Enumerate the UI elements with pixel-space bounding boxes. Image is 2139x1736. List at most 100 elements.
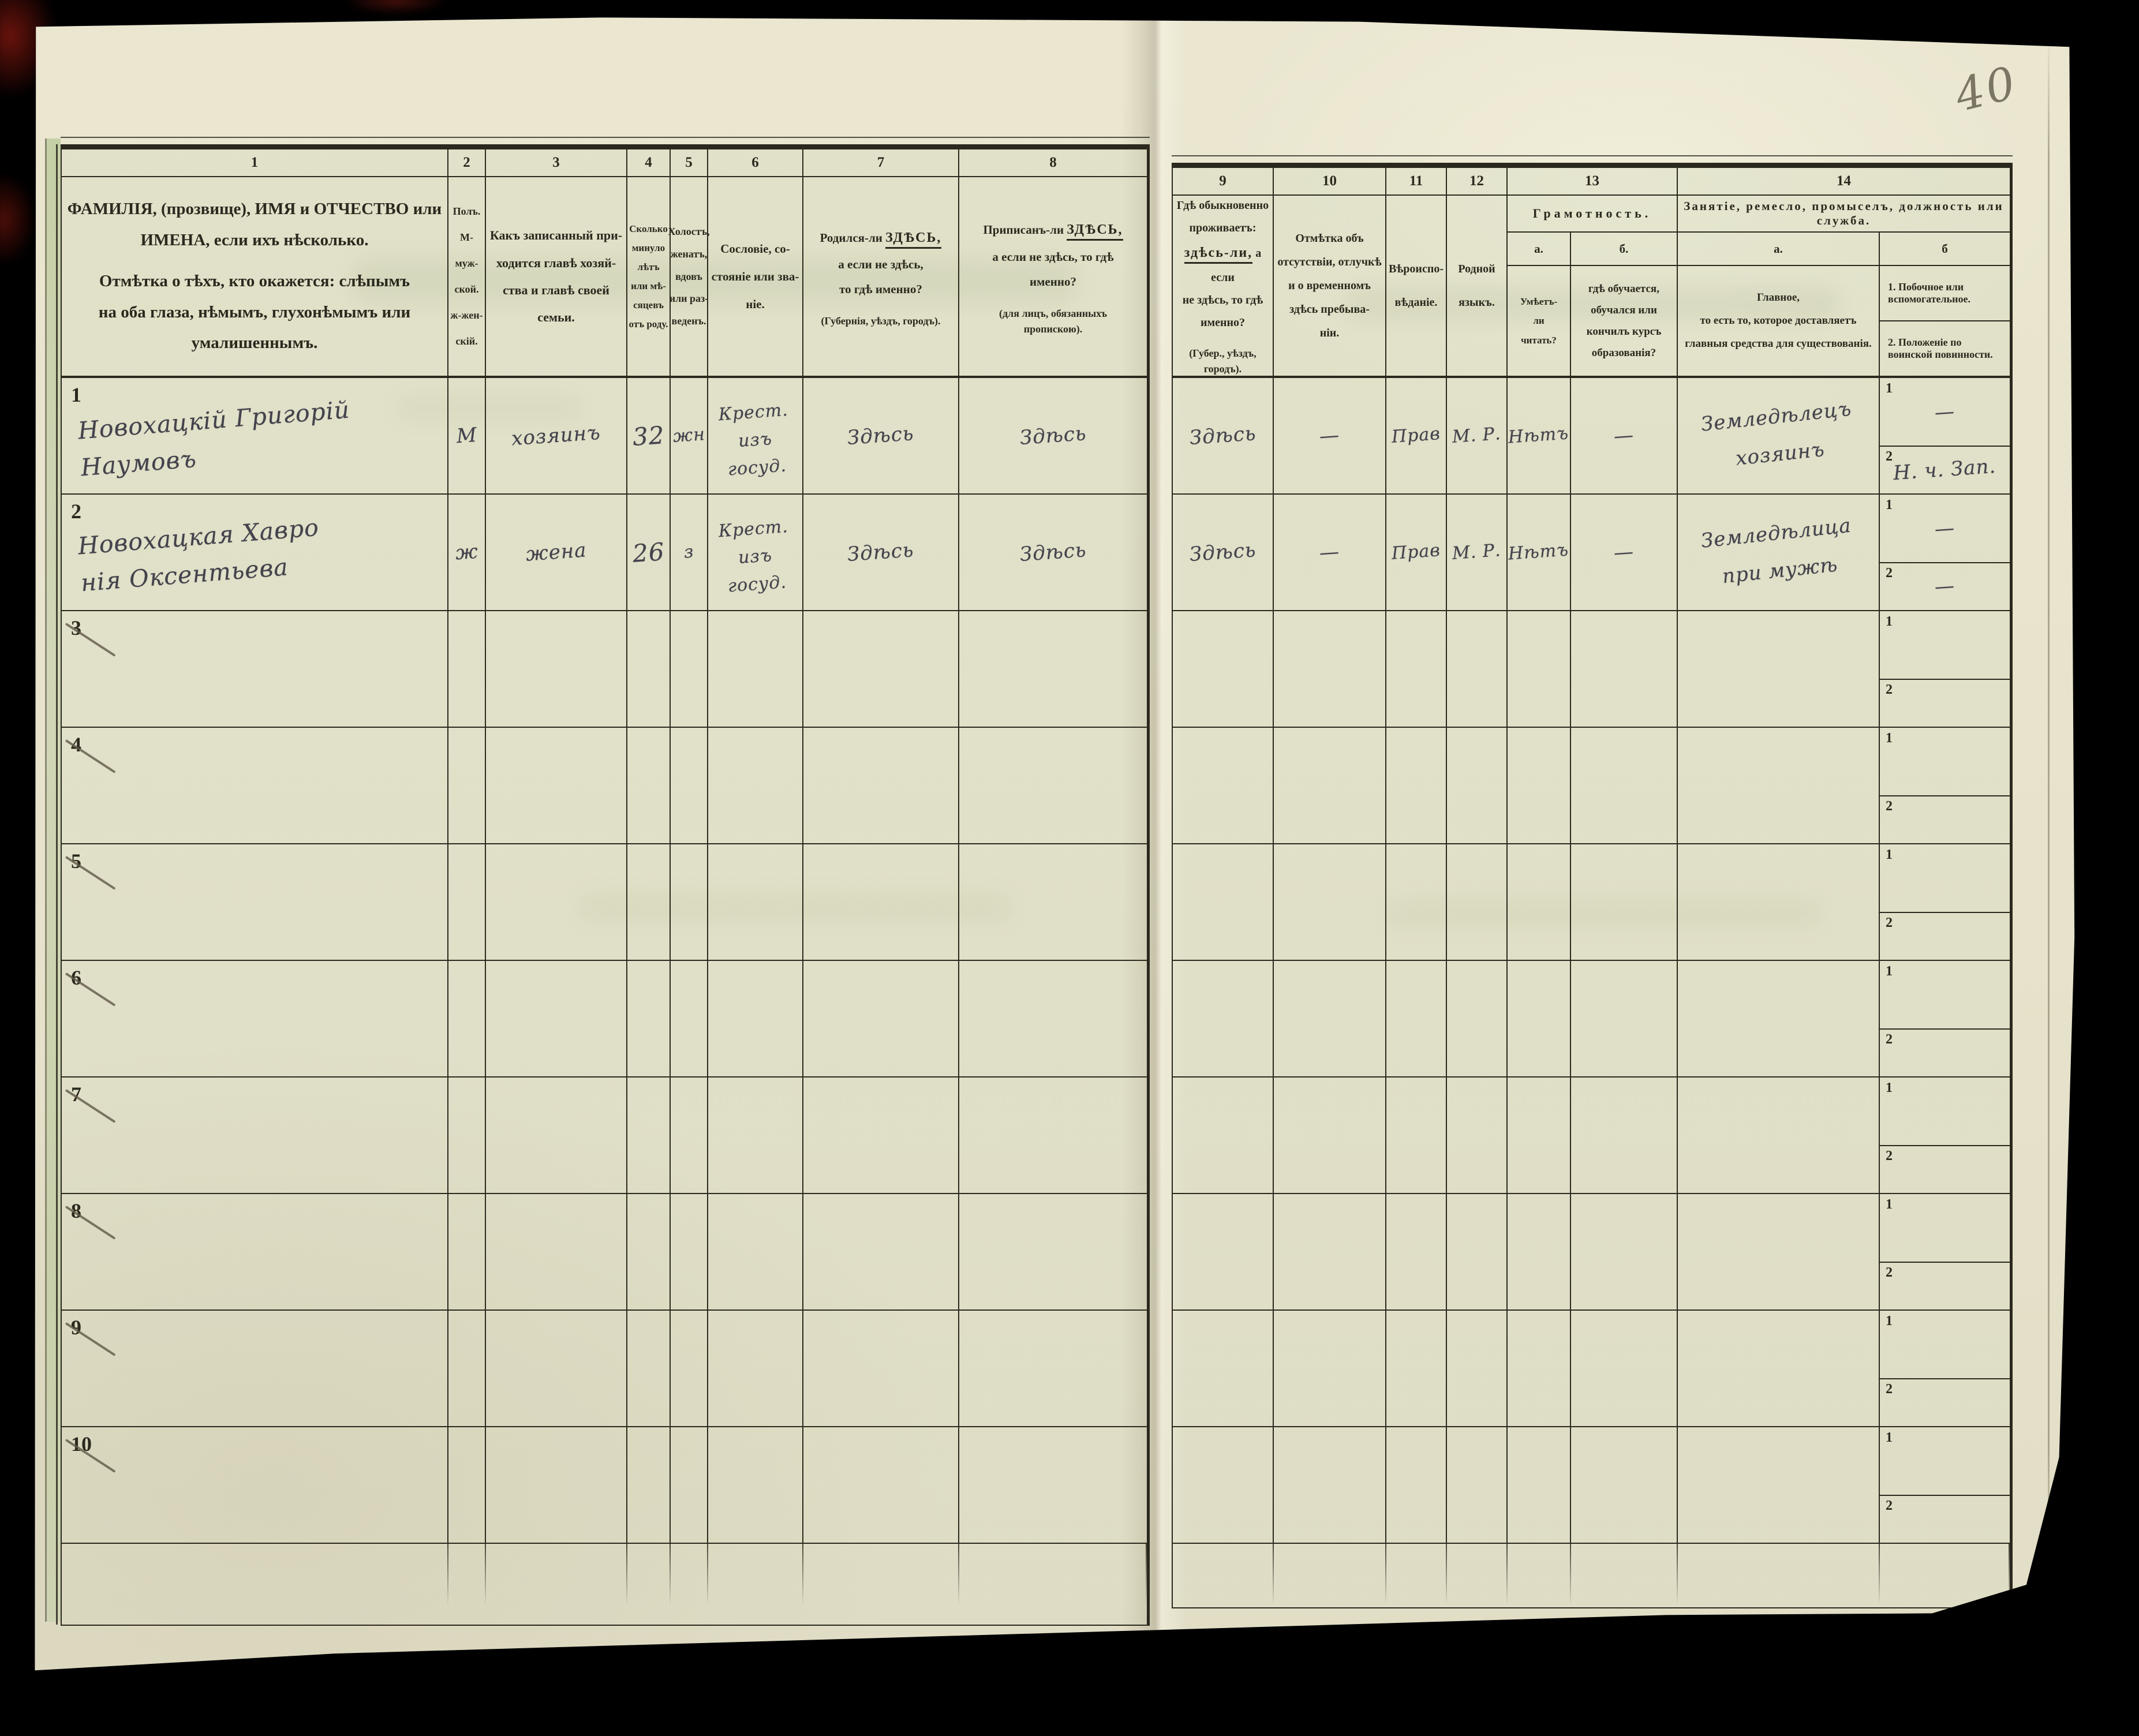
subcell-military: 2 Н. ч. Зап.: [1886, 449, 1997, 485]
col-number-13: 13: [1508, 168, 1678, 194]
col-number-6: 6: [708, 149, 803, 176]
underlined-zdes: ЗДѢСЬ,: [1067, 222, 1123, 241]
cell-absence: [1274, 611, 1386, 727]
label-14a: а.: [1678, 233, 1880, 265]
prev-page-edge: [45, 139, 61, 1622]
row-number: 2: [71, 500, 81, 523]
header-birthplace-note: (Губернія, уѣздъ, городъ).: [821, 315, 941, 327]
underlined-zdes-li: здѣсь-ли,: [1184, 245, 1253, 264]
header-occupation-title: Занятіе, ремесло, промыселъ, должность и…: [1678, 196, 2010, 233]
cell-literate: [1508, 1077, 1571, 1193]
subcell-military: 2: [1880, 1146, 2010, 1192]
cell-language: [1447, 1077, 1508, 1193]
cell-language: М. Р.: [1447, 495, 1508, 610]
cell-education: [1571, 611, 1678, 727]
subrow-label-1: 1: [1886, 731, 1893, 746]
table-row: 2 Новохацкая Хавро нія Оксентьева ж жена…: [62, 495, 1147, 611]
cell-religion: Прав: [1386, 495, 1447, 610]
cell-occupation-main: [1678, 1311, 1880, 1426]
subrow-label-1: 1: [1886, 1080, 1893, 1095]
cell-estate: [708, 961, 803, 1076]
header-registration-note: (для лицъ, обязанныхъ пропискою).: [999, 307, 1107, 335]
header-language: Родной языкъ.: [1447, 196, 1508, 376]
cell-estate: Крест. изъ госуд.: [708, 378, 803, 493]
cell-literate: [1508, 1311, 1571, 1426]
cell-language: [1447, 728, 1508, 843]
cell-religion: [1386, 961, 1447, 1076]
cell-relation: [486, 1194, 627, 1310]
cell-name: 6: [62, 961, 448, 1076]
cell-residence: Здѣсь: [1173, 378, 1274, 493]
cell-registration: [959, 961, 1147, 1076]
cell-absence: [1274, 961, 1386, 1076]
col-number-1: 1: [62, 149, 448, 176]
subrow-label-1: 1: [1886, 614, 1893, 629]
label-13b: б.: [1619, 241, 1629, 256]
cell-literate: [1508, 1427, 1571, 1543]
cell-birthplace: [803, 728, 959, 843]
cell-relation: [486, 844, 627, 960]
cell-name: 9: [62, 1311, 448, 1426]
subrow-label-1: 1: [1886, 1314, 1893, 1329]
header-name-line1: ФАМИЛІЯ, (прозвище), ИМЯ и ОТЧЕСТВО или …: [67, 199, 442, 249]
cell-absence: [1274, 844, 1386, 960]
cell-religion: [1386, 1311, 1447, 1426]
cell-age: [627, 611, 671, 727]
row-number: 8: [71, 1199, 81, 1222]
cell-language: [1447, 1194, 1508, 1310]
cell-name: 1 Новохацкій Григорій Наумовъ: [62, 378, 448, 493]
cell-religion: [1386, 728, 1447, 843]
cell-birthplace: Здѣсь: [803, 378, 959, 493]
cell-name: 4: [62, 728, 448, 843]
subcell-side-occupation: 1 —: [1880, 379, 2010, 447]
cell-birthplace: [803, 1077, 959, 1193]
cell-occupation-main: [1678, 1194, 1880, 1310]
cell-literate: [1508, 961, 1571, 1076]
header-age: Сколько минуло лѣтъ или мѣ- сяцевъ отъ р…: [627, 177, 671, 376]
subcell-military: 2: [1880, 1496, 2010, 1542]
cell-language: [1447, 844, 1508, 960]
cell-occupation-side-group: 1 2: [1880, 961, 2010, 1076]
cell-literate: [1508, 844, 1571, 960]
col-number-9: 9: [1173, 168, 1274, 194]
cell-registration: Здѣсь: [1019, 422, 1087, 450]
table-row: 1 Новохацкій Григорій Наумовъ М хозяинъ …: [62, 378, 1147, 495]
pencil-page-number: 40: [1950, 57, 2023, 122]
table-row: 1 2: [1173, 961, 2010, 1077]
header-occupation-group: Занятіе, ремесло, промыселъ, должность и…: [1678, 196, 2010, 376]
row-number: 9: [71, 1316, 81, 1339]
header-name-column: ФАМИЛІЯ, (прозвище), ИМЯ и ОТЧЕСТВО или …: [62, 177, 448, 376]
cell-absence: —: [1274, 495, 1386, 610]
cell-religion: Прав: [1386, 378, 1447, 493]
cell-marital: [671, 1427, 708, 1543]
subcell-side-occupation: 1: [1880, 728, 2010, 796]
subcell-military: 2 —: [1886, 566, 1956, 599]
cell-name: 8: [62, 1194, 448, 1310]
cell-residence: [1173, 1311, 1274, 1426]
cell-sex: [448, 1311, 486, 1426]
cell-occupation-side-group: 1 2: [1880, 728, 2010, 843]
subcell-military: 2: [1880, 1030, 2010, 1076]
census-sheet: 40 1 2 3 4 5 6 7 8 ФАМИЛІЯ, (прозвище), …: [35, 17, 2075, 1671]
cell-age: [627, 844, 671, 960]
cell-education: [1571, 728, 1678, 843]
table-row: 7: [62, 1077, 1147, 1194]
cell-relation: [486, 728, 627, 843]
cell-estate: [708, 844, 803, 960]
cell-occupation-side-group: 1 — 2 Н. ч. Зап.: [1880, 378, 2010, 493]
header-birthplace: Родился-ли ЗДѢСЬ, а если не здѣсь, то гд…: [803, 177, 959, 376]
cell-language: [1447, 961, 1508, 1076]
cell-marital: [671, 728, 708, 843]
label-14b: б: [1942, 241, 1948, 256]
cell-education: [1571, 961, 1678, 1076]
cell-estate: [708, 728, 803, 843]
cell-literate: [1508, 1194, 1571, 1310]
cell-occupation-main: [1678, 611, 1880, 727]
subrow-label-1: 1: [1886, 1197, 1893, 1212]
cell-language: [1447, 611, 1508, 727]
cell-marital: жн: [671, 378, 708, 493]
cell-age: 26: [627, 495, 671, 610]
right-page-table: 9 10 11 12 13 14 Гдѣ обыкновенно прожива…: [1172, 155, 2013, 1608]
entry-name: Новохацкая Хавро нія Оксентьева: [77, 513, 320, 597]
